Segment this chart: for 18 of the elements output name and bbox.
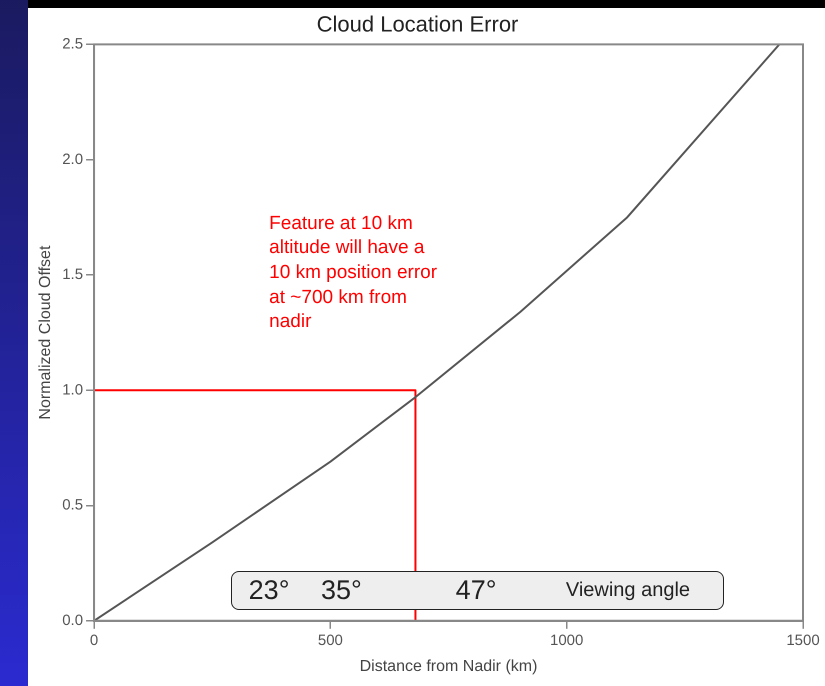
y-tick-label: 0.0 — [62, 612, 84, 629]
x-tick-label: 1500 — [786, 632, 820, 649]
annotation: 47° — [456, 575, 497, 606]
y-tick-label: 2.5 — [62, 36, 84, 53]
chart-title: Cloud Location Error — [316, 11, 518, 36]
annotation: 23° — [248, 575, 290, 606]
annotation: Feature at 10 km altitude will have a 10 km position error at ~700 km from nadir — [269, 212, 438, 334]
y-tick-label: 0.5 — [62, 496, 84, 514]
x-tick-label: 1000 — [550, 632, 584, 649]
x-tick-label: 500 — [318, 632, 343, 649]
y-tick-label: 1.5 — [62, 266, 84, 284]
x-tick-label: 0 — [90, 632, 98, 649]
y-tick-label: 2.0 — [62, 150, 84, 168]
x-axis-title: Distance from Nadir (km) — [360, 658, 538, 675]
annotation: 35° — [320, 575, 362, 606]
y-axis-title: Normalized Cloud Offset — [37, 245, 54, 420]
annotation: Viewing angle — [566, 579, 690, 602]
y-tick-label: 1.0 — [62, 381, 84, 398]
